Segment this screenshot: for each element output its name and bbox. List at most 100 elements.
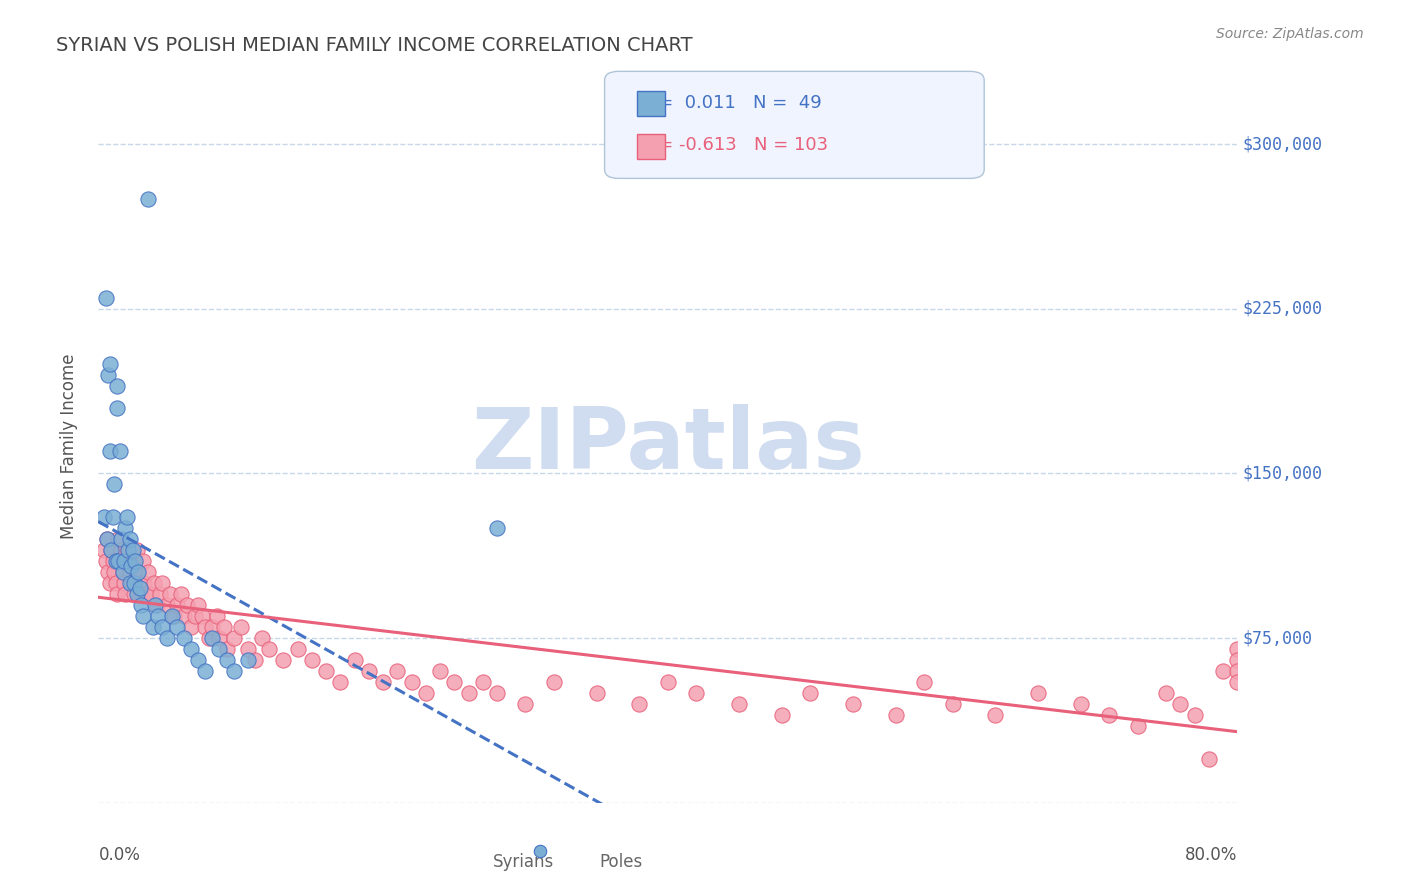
Point (136, 192, 159, 206)
Point (104, 554, 127, 568)
Point (108, 444, 131, 458)
Point (118, 566, 141, 580)
Point (132, 576, 155, 591)
Point (215, 653, 238, 667)
Point (1226, 653, 1249, 667)
Text: 80.0%: 80.0% (1185, 846, 1237, 863)
Y-axis label: Median Family Income: Median Family Income (59, 353, 77, 539)
Point (529, 844, 551, 858)
Point (942, 697, 965, 711)
Text: Source: ZipAtlas.com: Source: ZipAtlas.com (1216, 27, 1364, 41)
Point (259, 642, 281, 657)
Point (443, 675, 465, 690)
Point (166, 620, 188, 634)
Point (97, 368, 120, 382)
Point (162, 609, 184, 624)
Point (156, 598, 179, 612)
Point (329, 675, 352, 690)
Point (301, 653, 323, 667)
Point (236, 642, 259, 657)
Point (128, 581, 150, 595)
Point (134, 587, 156, 601)
Point (1098, 708, 1121, 723)
Point (184, 609, 207, 624)
Point (357, 664, 380, 678)
Point (129, 587, 152, 601)
Point (180, 642, 202, 657)
Point (128, 576, 150, 591)
Point (163, 609, 186, 624)
Point (129, 598, 152, 612)
Point (166, 598, 188, 612)
Point (187, 598, 209, 612)
Point (122, 587, 145, 601)
Point (222, 664, 245, 678)
Point (152, 576, 174, 591)
Point (114, 587, 136, 601)
Point (111, 566, 134, 580)
Point (415, 686, 437, 700)
Point (122, 576, 145, 591)
Point (105, 587, 128, 601)
Point (96, 533, 118, 547)
Point (229, 620, 252, 634)
Point (112, 576, 135, 591)
Point (884, 708, 907, 723)
Point (486, 521, 509, 535)
Point (112, 554, 135, 568)
Text: Poles: Poles (599, 853, 643, 871)
Point (127, 566, 149, 580)
Point (984, 708, 1007, 723)
Point (121, 543, 143, 558)
Point (912, 675, 935, 690)
Point (104, 576, 127, 591)
Point (728, 697, 751, 711)
Point (124, 576, 146, 591)
Point (543, 675, 565, 690)
Point (110, 543, 132, 558)
Point (208, 631, 231, 645)
Point (1226, 642, 1249, 657)
Text: R =  0.011   N =  49: R = 0.011 N = 49 (640, 94, 821, 112)
Point (1212, 664, 1234, 678)
Point (145, 598, 167, 612)
Point (173, 609, 195, 624)
Point (107, 554, 129, 568)
Point (201, 620, 224, 634)
Point (94, 554, 117, 568)
Point (585, 686, 607, 700)
Point (191, 609, 214, 624)
Point (141, 620, 163, 634)
Point (115, 510, 138, 524)
Point (1126, 719, 1149, 733)
Point (159, 587, 181, 601)
Point (120, 558, 142, 573)
Point (142, 576, 165, 591)
Point (208, 642, 231, 657)
Point (98, 576, 121, 591)
Point (117, 543, 139, 558)
Point (628, 697, 651, 711)
Point (215, 642, 238, 657)
Text: SYRIAN VS POLISH MEDIAN FAMILY INCOME CORRELATION CHART: SYRIAN VS POLISH MEDIAN FAMILY INCOME CO… (56, 36, 693, 54)
Point (110, 533, 132, 547)
Point (97, 566, 120, 580)
Text: $75,000: $75,000 (1243, 629, 1313, 647)
Point (103, 477, 125, 491)
Point (243, 653, 266, 667)
Point (107, 533, 129, 547)
Point (127, 566, 149, 580)
Point (96, 533, 118, 547)
Point (108, 554, 131, 568)
Point (1226, 664, 1249, 678)
Point (121, 554, 143, 568)
Point (180, 620, 202, 634)
Point (98, 357, 121, 371)
Point (125, 587, 148, 601)
Text: 0.0%: 0.0% (98, 846, 141, 863)
Point (148, 609, 170, 624)
Point (205, 609, 228, 624)
Point (152, 620, 174, 634)
Point (101, 510, 124, 524)
Text: ZIPatlas: ZIPatlas (471, 404, 865, 488)
